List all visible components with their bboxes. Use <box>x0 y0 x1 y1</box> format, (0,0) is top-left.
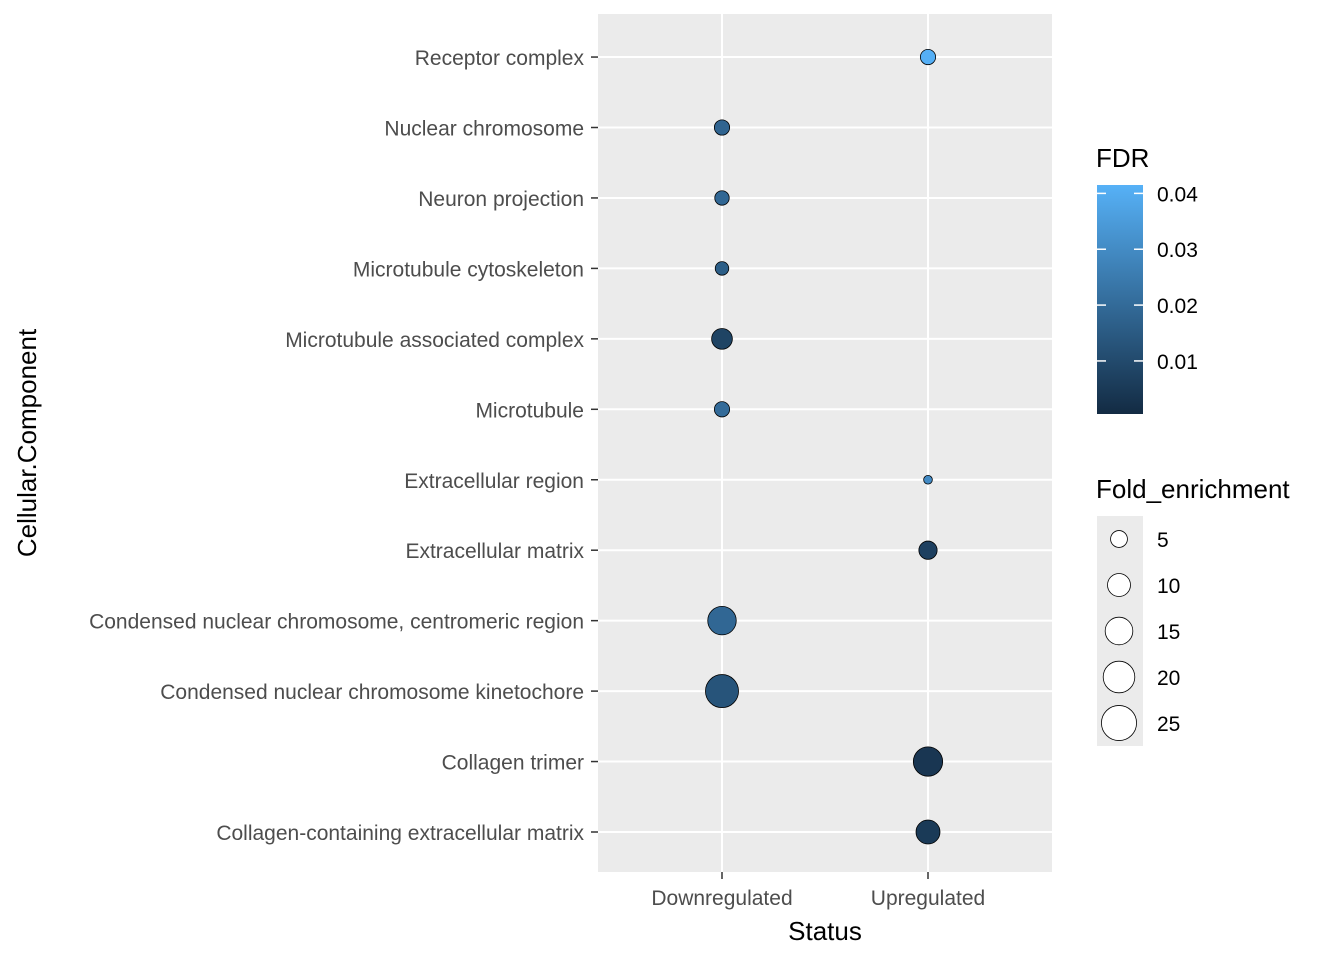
data-point <box>707 606 737 636</box>
y-tick-label: Microtubule cytoskeleton <box>353 258 584 281</box>
size-legend-key <box>1107 573 1131 597</box>
size-legend-label: 20 <box>1157 667 1180 690</box>
y-tick-label: Receptor complex <box>415 47 585 70</box>
grid-lines <box>598 14 1052 872</box>
y-tick-label: Nuclear chromosome <box>384 118 584 141</box>
size-legend-label: 15 <box>1157 621 1180 644</box>
plot-panel <box>598 14 1052 872</box>
y-tick-label: Condensed nuclear chromosome, centromeri… <box>89 611 584 634</box>
y-tick-label: Microtubule associated complex <box>285 329 584 352</box>
y-tick-label: Extracellular region <box>404 470 584 493</box>
axes: Collagen-containing extracellular matrix… <box>89 47 985 910</box>
y-tick-label: Condensed nuclear chromosome kinetochore <box>160 681 584 704</box>
data-point <box>923 474 933 485</box>
size-legend-key <box>1110 530 1128 548</box>
data-point <box>915 819 941 845</box>
data-point <box>912 746 944 777</box>
fold-enrichment-legend-title: Fold_enrichment <box>1096 474 1290 504</box>
data-points <box>705 48 944 845</box>
data-point <box>713 401 731 418</box>
fdr-tick-label: 0.01 <box>1157 351 1198 374</box>
fdr-colorbar <box>1097 185 1143 414</box>
size-legend-key <box>1104 616 1134 646</box>
fdr-tick-label: 0.02 <box>1157 295 1198 318</box>
x-tick-label: Downregulated <box>651 887 792 910</box>
y-tick-label: Collagen-containing extracellular matrix <box>216 822 584 845</box>
size-legend-key <box>1101 705 1137 741</box>
size-legend-label: 5 <box>1157 529 1169 552</box>
fdr-tick-label: 0.04 <box>1157 183 1198 206</box>
data-point <box>711 328 733 350</box>
y-tick-label: Extracellular matrix <box>405 540 584 563</box>
data-point <box>705 674 739 709</box>
data-point <box>919 48 937 66</box>
data-point <box>918 540 938 560</box>
size-legend-label: 25 <box>1157 713 1180 736</box>
size-legend-key <box>1102 660 1136 694</box>
size-legend-label: 10 <box>1157 575 1180 598</box>
fdr-legend-title: FDR <box>1096 143 1149 173</box>
data-point <box>713 119 731 136</box>
y-axis-title: Cellular.Component <box>12 328 42 557</box>
fold-enrichment-legend: Fold_enrichment 5 10 15 20 25 <box>1096 474 1290 746</box>
y-tick-label: Neuron projection <box>418 188 584 211</box>
fdr-tick-label: 0.03 <box>1157 239 1198 262</box>
x-tick-label: Upregulated <box>871 887 985 910</box>
y-tick-label: Microtubule <box>475 399 584 422</box>
y-tick-label: Collagen trimer <box>442 752 584 775</box>
data-point <box>714 261 730 276</box>
x-axis-title: Status <box>788 916 862 946</box>
data-point <box>714 190 730 206</box>
fdr-legend: FDR 0.04 0.03 0.02 0.01 <box>1096 143 1198 414</box>
